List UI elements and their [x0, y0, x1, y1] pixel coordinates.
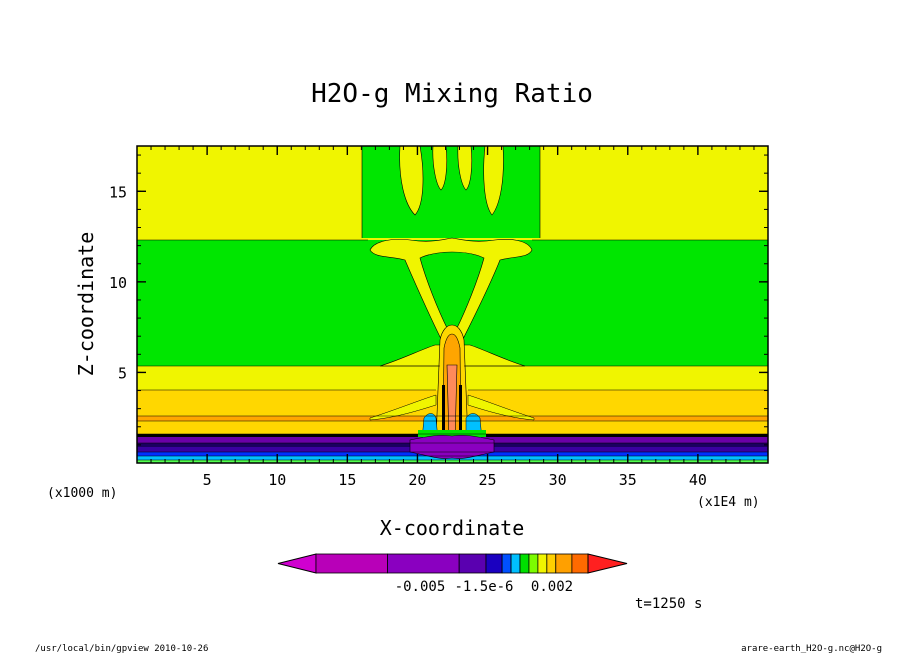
x-tick-label: 30 [549, 471, 567, 489]
colorbar-segment [315, 553, 388, 574]
colorbar-segment [510, 553, 521, 574]
plot-frame [136, 145, 769, 464]
green-fan-interior [419, 251, 485, 331]
colorbar-segment [519, 553, 530, 574]
footer-left: /usr/local/bin/gpview 2010-10-26 [35, 644, 208, 654]
colorbar-segment [485, 553, 503, 574]
x-tick-label: 20 [408, 471, 426, 489]
y-tick-label: 10 [109, 274, 127, 292]
left-surface-wisp [369, 394, 437, 421]
plot-area [137, 146, 768, 463]
yellow-filament-left [399, 146, 424, 216]
colorbar-segment [571, 553, 589, 574]
colorbar-segment [537, 553, 548, 574]
contour-lines [137, 239, 768, 461]
colorbar-segment [458, 553, 487, 574]
upper-green-plume [362, 146, 540, 238]
colorbar [277, 553, 628, 574]
colorbar-low-triangle [277, 553, 317, 574]
colorbar-segment [387, 553, 460, 574]
y-axis-ticks: 5 10 15 [109, 183, 768, 382]
colorbar-segment [528, 553, 539, 574]
yellow-filament-center2 [457, 146, 473, 191]
colorbar-label: -0.005 [395, 579, 446, 595]
x-tick-label: 10 [268, 471, 286, 489]
base-purple-disturbance [409, 434, 495, 459]
base-green-blob [418, 430, 486, 437]
colorbar-label: 0.002 [531, 579, 573, 595]
x-axis-title: X-coordinate [380, 516, 525, 540]
y-tick-label: 15 [109, 183, 127, 201]
y-units-label: (x1000 m) [47, 486, 117, 501]
colorbar-segment [546, 553, 557, 574]
x-tick-label: 5 [203, 471, 212, 489]
right-surface-wisp [467, 394, 535, 421]
time-label: t=1250 s [635, 596, 702, 612]
lightgreen-layer [137, 460, 768, 463]
colorbar-segment [555, 553, 573, 574]
central-column-black-2 [459, 385, 462, 440]
central-column-core [446, 364, 458, 441]
footer-right: arare-earth_H2O-g.nc@H2O-g [741, 644, 882, 654]
colorbar-labels: -0.005 -1.5e-6 0.002 [395, 579, 573, 595]
x-tick-label: 35 [619, 471, 637, 489]
y-tick-label: 5 [118, 364, 127, 382]
minor-ticks [137, 146, 768, 463]
x-tick-label: 40 [689, 471, 707, 489]
yellow-filament-center [432, 146, 448, 191]
chart-title: H2O-g Mixing Ratio [311, 79, 593, 109]
x-tick-label: 25 [479, 471, 497, 489]
colorbar-segment [501, 553, 512, 574]
central-column-black [442, 385, 445, 440]
colorbar-high-triangle [587, 553, 628, 574]
x-tick-label: 15 [338, 471, 356, 489]
yellow-filament-right [483, 146, 504, 216]
x-units-label: (x1E4 m) [697, 495, 760, 510]
y-axis-title: Z-coordinate [74, 232, 98, 377]
colorbar-label: -1.5e-6 [454, 579, 513, 595]
